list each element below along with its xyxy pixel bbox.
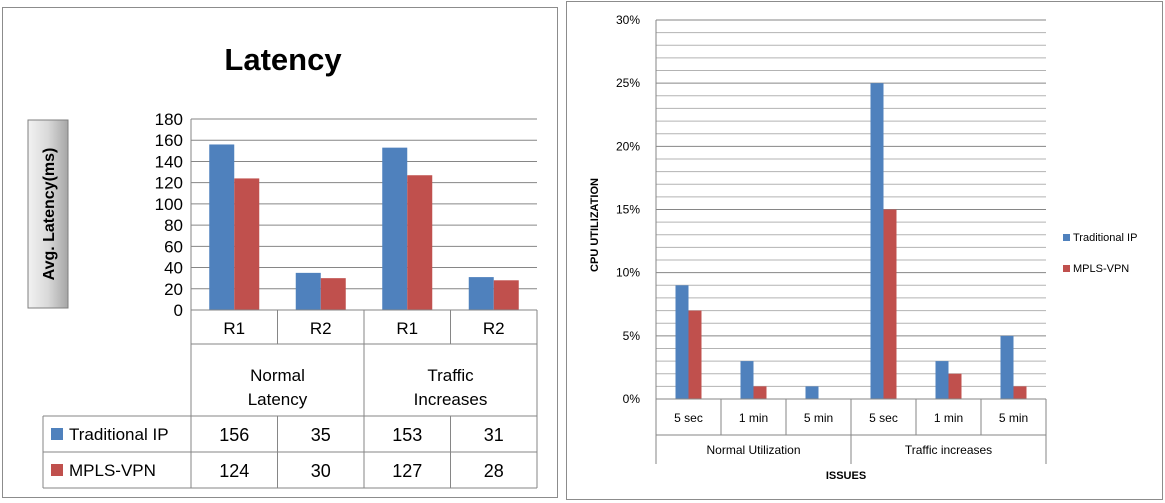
cpu-plot-area: 0% 5% 10% 15% 20% 25% 30% 5 sec 1 min 5 min 5 sec 1… xyxy=(616,13,1137,464)
x-category-label: R1 xyxy=(223,319,245,338)
legend-label: MPLS-VPN xyxy=(69,461,156,480)
table-value: 35 xyxy=(311,425,331,445)
y-tick-label: 30% xyxy=(616,13,640,27)
bar-traditional-ip xyxy=(805,386,819,399)
y-tick-label: 180 xyxy=(155,110,183,129)
table-value: 31 xyxy=(484,425,504,445)
bar-traditional-ip xyxy=(382,147,408,310)
y-tick-label: 120 xyxy=(155,174,183,193)
y-tick-label: 60 xyxy=(164,237,183,256)
latency-ylabel-box xyxy=(27,119,69,309)
bar-traditional-ip xyxy=(870,83,884,400)
bar-traditional-ip xyxy=(675,285,689,399)
latency-chart-title: Latency xyxy=(224,42,342,77)
table-value: 28 xyxy=(484,461,504,481)
latency-chart-panel: Latency Avg. Latency(ms) 0 20 40 60 80 100 120… xyxy=(2,7,558,498)
table-value: 124 xyxy=(219,461,249,481)
y-tick-label: 10% xyxy=(616,266,640,280)
table-value: 127 xyxy=(392,461,422,481)
legend-swatch xyxy=(51,464,63,476)
bar-traditional-ip xyxy=(1000,335,1014,399)
y-tick-label: 20 xyxy=(164,280,183,299)
bar-mpls-vpn xyxy=(234,178,260,310)
x-group-label: Normal xyxy=(250,366,305,385)
bar-traditional-ip xyxy=(209,144,235,310)
bar-traditional-ip xyxy=(468,277,494,310)
table-value: 156 xyxy=(219,425,249,445)
x-group-label: Normal Utilization xyxy=(706,443,800,457)
y-tick-label: 100 xyxy=(155,195,183,214)
table-value: 30 xyxy=(311,461,331,481)
x-group-label: Traffic xyxy=(427,366,474,385)
y-tick-label: 0% xyxy=(623,392,641,406)
cpu-chart: CPU UTILIZATION ISSUES 0% 5% 10% 15% 20% 25% 3… xyxy=(589,13,1137,482)
x-category-label: 1 min xyxy=(934,411,963,425)
x-group-label: Increases xyxy=(414,390,488,409)
bar-mpls-vpn xyxy=(407,175,433,310)
x-category-label: 5 min xyxy=(804,411,833,425)
bar-mpls-vpn xyxy=(320,278,346,310)
y-tick-label: 15% xyxy=(616,203,640,217)
bar-traditional-ip xyxy=(295,272,321,310)
latency-chart: Latency Avg. Latency(ms) 0 20 40 60 80 100 120… xyxy=(27,42,538,489)
y-tick-label: 25% xyxy=(616,76,640,90)
y-tick-label: 5% xyxy=(623,329,641,343)
y-tick-label: 40 xyxy=(164,259,183,278)
bar-mpls-vpn xyxy=(948,373,962,399)
x-category-label: R2 xyxy=(310,319,332,338)
cpu-chart-panel: CPU UTILIZATION ISSUES 0% 5% 10% 15% 20% 25% 3… xyxy=(566,1,1163,500)
legend-swatch xyxy=(51,428,63,440)
bar-mpls-vpn xyxy=(883,209,897,399)
legend-label: MPLS-VPN xyxy=(1073,263,1129,275)
x-category-label: 5 min xyxy=(999,411,1028,425)
x-category-label: 5 sec xyxy=(869,411,898,425)
x-category-label: 1 min xyxy=(739,411,768,425)
latency-plot-area: 0 20 40 60 80 100 120 140 160 180 R1 R2 R1 R2 Normal La… xyxy=(42,110,538,489)
table-value: 153 xyxy=(392,425,422,445)
y-tick-label: 0 xyxy=(174,301,183,320)
bar-mpls-vpn xyxy=(493,280,519,310)
y-tick-label: 140 xyxy=(155,152,183,171)
y-tick-label: 20% xyxy=(616,139,640,153)
x-category-label: R2 xyxy=(483,319,505,338)
legend-label: Traditional IP xyxy=(1073,232,1137,244)
legend-swatch xyxy=(1063,234,1070,241)
x-group-label: Latency xyxy=(248,390,308,409)
x-category-label: 5 sec xyxy=(674,411,703,425)
legend-label: Traditional IP xyxy=(69,425,169,444)
legend-swatch xyxy=(1063,265,1070,272)
cpu-xlabel: ISSUES xyxy=(826,470,866,482)
bar-traditional-ip xyxy=(935,361,949,399)
bar-mpls-vpn xyxy=(1013,386,1027,399)
latency-ylabel: Avg. Latency(ms) xyxy=(41,148,58,281)
x-group-label: Traffic increases xyxy=(905,443,992,457)
bar-mpls-vpn xyxy=(753,386,767,399)
x-category-label: R1 xyxy=(396,319,418,338)
bar-traditional-ip xyxy=(740,361,754,399)
bar-mpls-vpn xyxy=(688,310,702,399)
y-tick-label: 80 xyxy=(164,216,183,235)
y-tick-label: 160 xyxy=(155,131,183,150)
cpu-ylabel: CPU UTILIZATION xyxy=(589,178,601,272)
